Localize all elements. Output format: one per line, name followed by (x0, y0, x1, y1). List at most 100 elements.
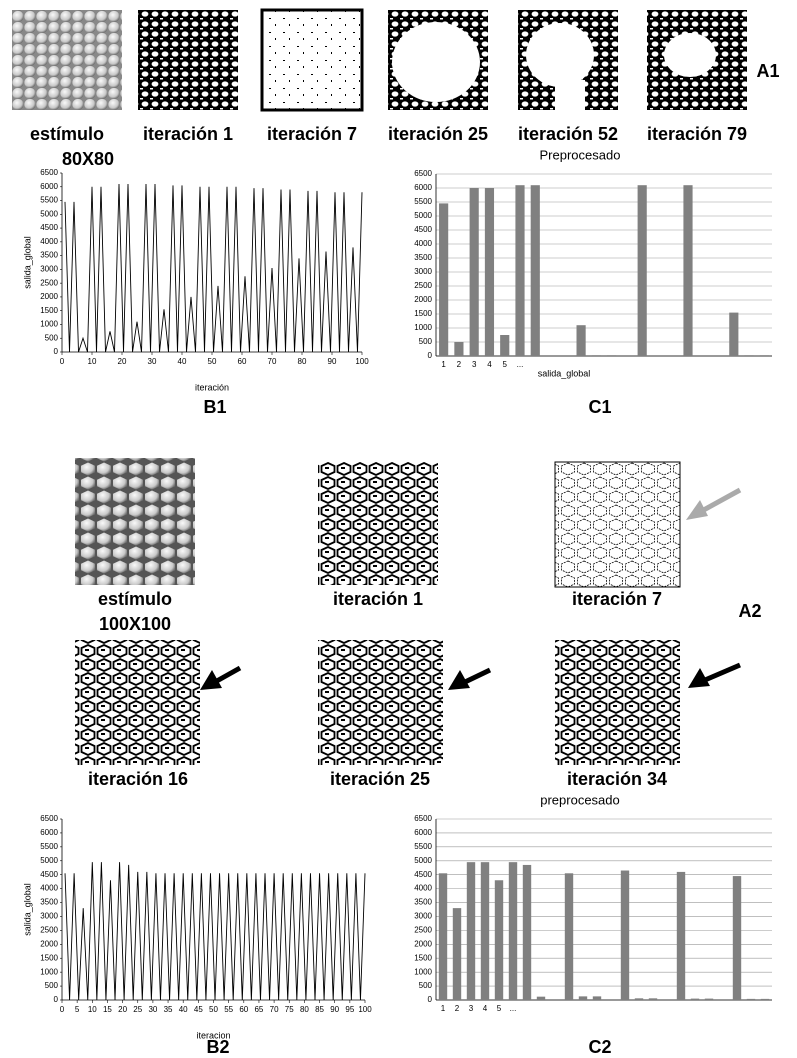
y-tick-label: 3500 (414, 898, 432, 907)
x-tick-label: 2 (457, 360, 462, 369)
bar (683, 185, 692, 356)
panel-label: C2 (588, 1037, 611, 1057)
y-tick-label: 500 (419, 981, 433, 990)
x-tick-label: 60 (239, 1005, 248, 1014)
y-tick-label: 6000 (40, 828, 58, 837)
bar (760, 355, 769, 356)
y-tick-label: 4500 (414, 225, 432, 234)
x-tick-label: 3 (469, 1004, 474, 1013)
y-tick-label: 1500 (40, 306, 58, 315)
x-tick-label: 90 (330, 1005, 339, 1014)
x-tick-label: 10 (88, 357, 97, 366)
caption: iteración 1 (143, 124, 233, 144)
y-tick-label: 3000 (40, 912, 58, 921)
y-tick-label: 500 (45, 981, 59, 990)
y-tick-label: 5500 (40, 842, 58, 851)
x-tick-label: 55 (224, 1005, 233, 1014)
chart: 0500100015002000250030003500400045005000… (414, 147, 772, 416)
bar (691, 999, 699, 1000)
arrow (686, 490, 740, 520)
x-tick-label: 40 (179, 1005, 188, 1014)
x-tick-label: 10 (88, 1005, 97, 1014)
x-tick-label: 4 (483, 1004, 488, 1013)
x-tick-label: 20 (118, 1005, 127, 1014)
y-axis-label: salida_global (22, 236, 32, 289)
y-tick-label: 6000 (414, 183, 432, 192)
x-tick-label: 80 (298, 357, 307, 366)
x-tick-label: 25 (133, 1005, 142, 1014)
caption: iteración 34 (567, 769, 667, 789)
x-tick-label: 2 (455, 1004, 460, 1013)
y-tick-label: 1500 (40, 953, 58, 962)
caption: iteración 52 (518, 124, 618, 144)
x-tick-label: 0 (60, 357, 65, 366)
x-tick-label: 4 (487, 360, 492, 369)
y-tick-label: 6500 (40, 814, 58, 823)
y-tick-label: 3500 (40, 251, 58, 260)
bar (537, 997, 545, 1000)
caption: iteración 1 (333, 589, 423, 609)
x-tick-label: 15 (103, 1005, 112, 1014)
chart-title: preprocesado (540, 792, 620, 807)
y-tick-label: 2000 (414, 295, 432, 304)
image (388, 10, 488, 110)
y-tick-label: 6500 (414, 814, 432, 823)
x-axis-label: iteracion (196, 1030, 230, 1040)
bar (635, 998, 643, 1000)
x-tick-label: 90 (328, 357, 337, 366)
y-tick-label: 2000 (40, 939, 58, 948)
y-tick-label: 2500 (414, 281, 432, 290)
chart: 0500100015002000250030003500400045005000… (414, 792, 772, 1056)
x-tick-label: 1 (441, 360, 446, 369)
y-tick-label: 1000 (414, 967, 432, 976)
y-tick-label: 3000 (414, 267, 432, 276)
x-tick-label: 30 (148, 1005, 157, 1014)
x-tick-label: 5 (503, 360, 508, 369)
y-tick-label: 4000 (414, 884, 432, 893)
y-tick-label: 1500 (414, 953, 432, 962)
figure: estímuloiteración 1iteración 7iteración … (0, 0, 797, 1058)
y-tick-label: 1000 (40, 320, 58, 329)
x-tick-label: 60 (238, 357, 247, 366)
x-tick-label: 35 (164, 1005, 173, 1014)
bar (439, 873, 447, 1000)
bar (607, 355, 616, 356)
y-tick-label: 5000 (414, 211, 432, 220)
arrow (200, 668, 240, 690)
x-tick-label: 1 (441, 1004, 446, 1013)
y-tick-label: 0 (428, 995, 433, 1004)
chart: 0500100015002000250030003500400045005000… (22, 814, 372, 1057)
x-tick-label: 85 (315, 1005, 324, 1014)
x-tick-label: 30 (148, 357, 157, 366)
caption: iteración 16 (88, 769, 188, 789)
y-tick-label: 1000 (414, 323, 432, 332)
panel-label: B1 (203, 397, 226, 417)
x-tick-label: 5 (75, 1005, 80, 1014)
y-tick-label: 5000 (414, 856, 432, 865)
caption: iteración 25 (330, 769, 430, 789)
x-tick-label: 50 (208, 357, 217, 366)
y-tick-label: 4000 (40, 237, 58, 246)
caption: estímulo (98, 589, 172, 609)
bar (649, 998, 657, 1000)
x-tick-label: 70 (270, 1005, 279, 1014)
y-tick-label: 5000 (40, 209, 58, 218)
y-tick-label: 1000 (40, 967, 58, 976)
x-tick-label: 5 (497, 1004, 502, 1013)
bar (705, 999, 713, 1000)
y-tick-label: 4500 (414, 870, 432, 879)
image (138, 10, 238, 110)
bar (467, 862, 475, 1000)
x-tick-label: 100 (355, 357, 369, 366)
y-tick-label: 6500 (414, 169, 432, 178)
x-tick-label: ... (510, 1004, 517, 1013)
image (318, 462, 438, 585)
bar (592, 355, 601, 356)
bar (593, 996, 601, 1000)
arrow (688, 665, 740, 688)
image (647, 10, 747, 110)
bar (761, 999, 769, 1000)
image (555, 462, 680, 587)
y-tick-label: 6000 (40, 182, 58, 191)
bar (565, 873, 573, 1000)
